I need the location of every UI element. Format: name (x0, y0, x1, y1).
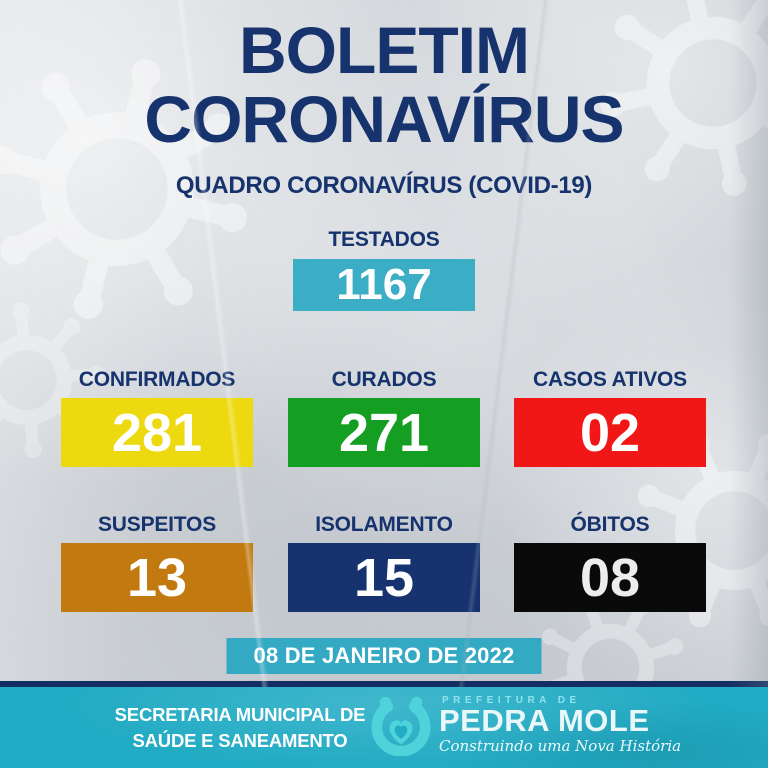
subtitle: QUADRO CORONAVÍRUS (COVID-19) (175, 172, 593, 199)
department-line-2: SAÚDE E SANEAMENTO (132, 730, 348, 751)
stat-label: ISOLAMENTO (315, 513, 453, 536)
pedra-mole-logo: PREFEITURA DE PEDRA MOLE Construindo uma… (370, 694, 681, 756)
stat-curados: CURADOS 271 (288, 368, 480, 467)
department-line-1: SECRETARIA MUNICIPAL DE (114, 704, 366, 725)
stat-obitos: ÓBITOS 08 (514, 513, 706, 612)
logo-eyebrow: PREFEITURA DE (442, 695, 581, 706)
footer-divider (0, 681, 768, 687)
stat-suspeitos: SUSPEITOS 13 (61, 513, 253, 612)
stat-value-box: 02 (514, 398, 706, 467)
title-line-2: CORONAVÍRUS (144, 82, 624, 156)
date-badge: 08 DE JANEIRO DE 2022 (226, 638, 542, 674)
stat-value-box: 281 (61, 398, 253, 467)
stat-value-box: 1167 (293, 259, 475, 311)
stat-label: ÓBITOS (570, 513, 650, 536)
stat-label: TESTADOS (328, 228, 440, 251)
department-name: SECRETARIA MUNICIPAL DE SAÚDE E SANEAMEN… (100, 702, 380, 754)
page-title: BOLETIM CORONAVÍRUS (0, 16, 768, 154)
stat-value-box: 13 (61, 543, 253, 612)
stat-confirmados: CONFIRMADOS 281 (61, 368, 253, 467)
logo-name: PEDRA MOLE (439, 703, 650, 738)
stat-label: CURADOS (331, 368, 437, 391)
stat-label: CASOS ATIVOS (533, 368, 687, 391)
logo-text: PREFEITURA DE PEDRA MOLE Construindo uma… (439, 695, 681, 755)
stat-value-box: 271 (288, 398, 480, 467)
stat-label: SUSPEITOS (97, 513, 217, 536)
title-line-1: BOLETIM (239, 13, 530, 87)
people-heart-icon (371, 696, 431, 756)
stat-value-box: 15 (288, 543, 480, 612)
logo-slogan: Construindo uma Nova História (439, 737, 682, 755)
stat-value-box: 08 (514, 543, 706, 612)
footer: SECRETARIA MUNICIPAL DE SAÚDE E SANEAMEN… (0, 687, 768, 768)
stat-casos-ativos: CASOS ATIVOS 02 (514, 368, 706, 467)
stat-isolamento: ISOLAMENTO 15 (288, 513, 480, 612)
stat-label: CONFIRMADOS (78, 368, 236, 391)
stat-testados: TESTADOS 1167 (0, 228, 768, 311)
